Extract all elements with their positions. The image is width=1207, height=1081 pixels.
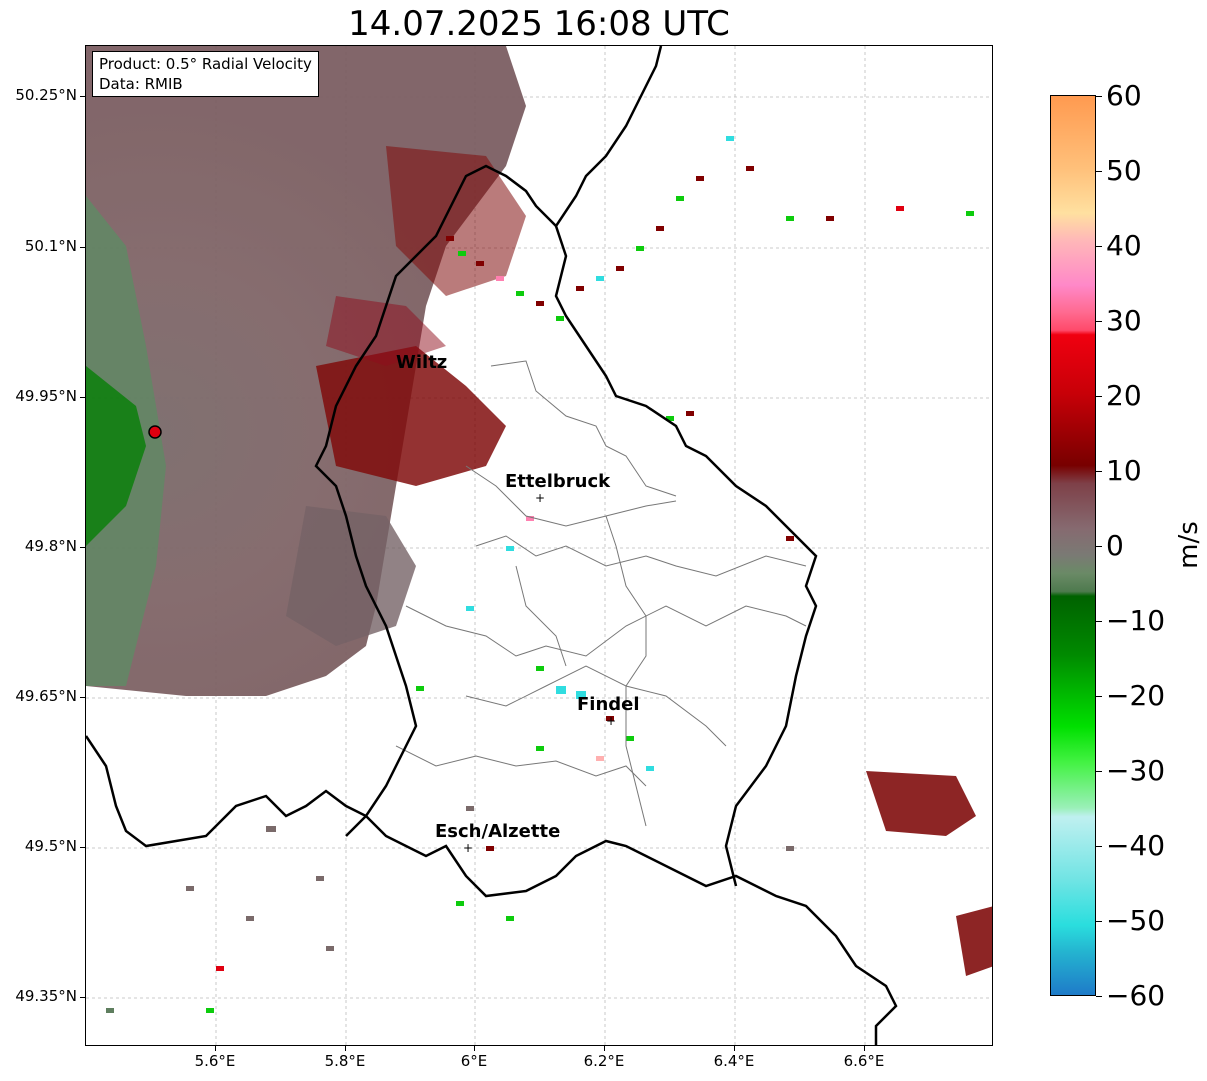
product-label: Product: 0.5° Radial Velocity — [99, 55, 312, 73]
lon-tick — [864, 1046, 865, 1051]
lat-tick — [80, 697, 85, 698]
colorbar-label: −20 — [1106, 679, 1166, 712]
colorbar-label: −40 — [1106, 829, 1166, 862]
lat-label: 50.1°N — [24, 237, 77, 255]
colorbar-tick — [1096, 96, 1102, 97]
colorbar-tick — [1096, 621, 1102, 622]
colorbar-label: 10 — [1106, 454, 1142, 487]
colorbar-label: 20 — [1106, 379, 1142, 412]
lat-tick — [80, 847, 85, 848]
lon-label: 5.6°E — [194, 1052, 236, 1070]
colorbar-tick — [1096, 321, 1102, 322]
colorbar-label: 60 — [1106, 79, 1142, 112]
colorbar-label: −50 — [1106, 904, 1166, 937]
lon-label: 6.4°E — [713, 1052, 755, 1070]
colorbar-tick — [1096, 246, 1102, 247]
colorbar-label: −10 — [1106, 604, 1166, 637]
colorbar-gradient — [1051, 96, 1095, 995]
radar-map-svg — [86, 46, 992, 1045]
lon-label: 6.2°E — [583, 1052, 625, 1070]
lat-label: 50.25°N — [15, 86, 77, 104]
data-source-label: Data: RMIB — [99, 75, 183, 93]
lon-tick — [474, 1046, 475, 1051]
lat-tick — [80, 547, 85, 548]
lon-tick — [734, 1046, 735, 1051]
lat-tick — [80, 997, 85, 998]
city-marker-esch: + — [463, 841, 474, 855]
colorbar-label: −30 — [1106, 754, 1166, 787]
colorbar-tick — [1096, 696, 1102, 697]
colorbar-tick — [1096, 921, 1102, 922]
map-title: 14.07.2025 16:08 UTC — [348, 4, 730, 44]
city-marker-ettelbruck: + — [535, 491, 546, 505]
product-info-box: Product: 0.5° Radial Velocity Data: RMIB — [92, 51, 319, 97]
radar-echo-field — [86, 46, 992, 976]
lat-tick — [80, 397, 85, 398]
canton-boundaries — [395, 360, 807, 827]
lat-label: 49.8°N — [24, 537, 77, 555]
lon-label: 6°E — [460, 1052, 488, 1070]
colorbar — [1050, 95, 1096, 996]
scattered-echoes — [106, 136, 974, 1013]
colorbar-tick — [1096, 471, 1102, 472]
colorbar-label: 40 — [1106, 229, 1142, 262]
radar-site-marker — [148, 425, 162, 439]
colorbar-tick — [1096, 396, 1102, 397]
lat-label: 49.95°N — [15, 387, 77, 405]
lon-tick — [604, 1046, 605, 1051]
lat-label: 49.35°N — [15, 987, 77, 1005]
colorbar-tick — [1096, 771, 1102, 772]
city-label-wiltz: Wiltz — [396, 352, 448, 373]
lat-tick — [80, 247, 85, 248]
colorbar-tick — [1096, 846, 1102, 847]
city-label-ettelbruck: Ettelbruck — [505, 471, 611, 492]
city-marker-findel: + — [606, 714, 617, 728]
lat-label: 49.65°N — [15, 687, 77, 705]
lat-tick — [80, 96, 85, 97]
colorbar-tick — [1096, 546, 1102, 547]
colorbar-label: 0 — [1106, 529, 1124, 562]
lon-tick — [215, 1046, 216, 1051]
country-borders — [86, 46, 898, 1045]
lat-label: 49.5°N — [24, 837, 77, 855]
colorbar-tick — [1096, 171, 1102, 172]
colorbar-unit-label: m/s — [1173, 521, 1204, 569]
city-label-findel: Findel — [577, 694, 640, 715]
city-label-esch-alzette: Esch/Alzette — [435, 821, 561, 842]
colorbar-label: 50 — [1106, 154, 1142, 187]
lon-label: 5.8°E — [324, 1052, 366, 1070]
colorbar-label: −60 — [1106, 979, 1166, 1012]
radar-map[interactable] — [85, 45, 993, 1046]
lon-tick — [345, 1046, 346, 1051]
colorbar-label: 30 — [1106, 304, 1142, 337]
colorbar-tick — [1096, 996, 1102, 997]
lon-label: 6.6°E — [843, 1052, 885, 1070]
